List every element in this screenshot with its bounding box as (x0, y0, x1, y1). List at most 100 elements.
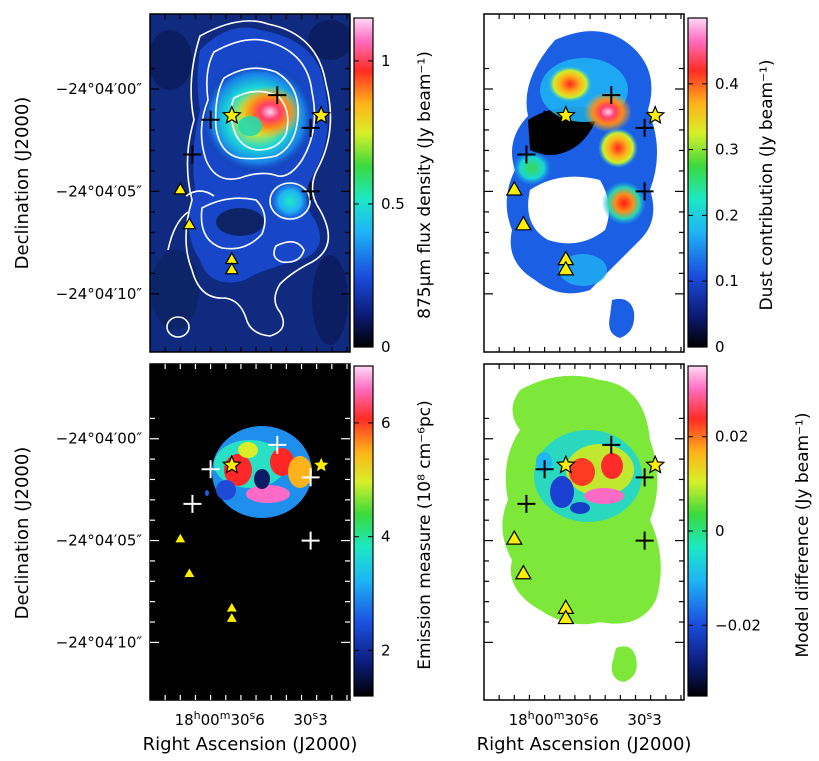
colorbar-a-ticks: 00.51 (354, 52, 405, 356)
colorbar-tick-label: 0.5 (381, 195, 405, 213)
triangle-marker (505, 529, 523, 545)
panel-c-markers (173, 435, 332, 624)
triangle-marker (505, 180, 523, 196)
colorbar-b-scale (687, 17, 708, 348)
dec-tick-label: −24°04′00″ (56, 430, 143, 448)
ra-axis-title-right: Right Ascension (J2000) (477, 734, 692, 755)
colorbar-tick-label: 6 (381, 414, 391, 432)
dec-tick-label: −24°04′05″ (56, 182, 143, 200)
colorbar-d-ticks: −0.02 0 0.02 (688, 428, 761, 634)
dec-tick-labels: −24°04′00″ −24°04′05″ −24°04′10″ −24°04′00″… (56, 80, 143, 651)
panel-b-image (484, 14, 684, 352)
colorbar-tick-label: 0 (381, 338, 391, 356)
colorbar-b-ticks: 0 0.1 0.2 0.3 0.4 (688, 75, 739, 356)
panel-d-image (484, 364, 684, 700)
star-marker (555, 454, 576, 474)
star-marker (311, 454, 332, 474)
cross-marker (635, 182, 654, 201)
colorbar-tick-label: 4 (381, 528, 391, 546)
cross-marker (301, 182, 320, 201)
star-marker (221, 105, 242, 125)
panel-d: −0.02 0 0.02 Model difference (Jy beam⁻¹) (483, 363, 813, 701)
ra-tick-label: 30s3 (627, 709, 661, 730)
cross-marker (201, 110, 220, 129)
cross-marker (268, 435, 287, 454)
cross-marker (301, 118, 320, 137)
ra-axis-title-left: Right Ascension (J2000) (143, 734, 358, 755)
panel-d-frame (483, 363, 685, 701)
panel-a-colorbar: 00.51 (353, 17, 405, 356)
colorbar-a-scale (353, 17, 374, 348)
colorbar-b-label: Dust contribution (Jy beam⁻¹) (757, 60, 777, 311)
triangle-marker (224, 262, 239, 275)
cross-marker (517, 494, 536, 513)
triangle-marker (182, 565, 197, 579)
cross-marker (201, 460, 220, 479)
colorbar-tick-label: 0.3 (715, 141, 739, 159)
panel-b: 0 0.1 0.2 0.3 0.4 Dust contribution (Jy beam… (483, 13, 777, 356)
cross-marker (268, 86, 287, 105)
cross-marker (635, 531, 654, 550)
panel-d-markers (505, 435, 666, 625)
triangle-marker (557, 260, 575, 276)
colorbar-tick-label: 1 (381, 52, 391, 70)
triangle-marker (173, 531, 188, 544)
panel-a-ticks (150, 14, 350, 352)
ra-tick-label: 30s3 (293, 709, 327, 730)
panel-b-markers (505, 86, 666, 276)
triangle-marker (557, 609, 575, 625)
triangle-marker (514, 215, 532, 231)
dec-tick-label: −24°04′05″ (56, 532, 143, 550)
dec-axis-title-top: Declination (J2000) (12, 97, 33, 270)
cross-marker (602, 86, 621, 105)
colorbar-tick-label: −0.02 (715, 616, 761, 634)
triangle-marker (173, 182, 188, 195)
cross-marker (635, 468, 654, 487)
colorbar-c-ticks: 2 4 6 (354, 414, 391, 659)
panel-b-frame (483, 13, 685, 353)
colorbar-tick-label: 0 (715, 338, 725, 356)
dec-axis-title-bottom: Declination (J2000) (12, 447, 33, 620)
star-marker (221, 454, 242, 474)
triangle-marker (182, 216, 197, 230)
panel-a-markers (173, 86, 332, 275)
panel-c: 2 4 6 Emission measure (10⁸ cm⁻⁶pc) (149, 363, 435, 701)
cross-marker (183, 494, 202, 513)
cross-marker (301, 468, 320, 487)
dec-tick-label: −24°04′10″ (56, 285, 143, 303)
triangle-marker (514, 564, 532, 580)
panel-a: 00.51 875μm flux density (Jy beam⁻¹) (149, 13, 435, 356)
panel-b-colorbar: 0 0.1 0.2 0.3 0.4 (687, 17, 739, 356)
colorbar-c-scale (353, 365, 374, 697)
dec-tick-label: −24°04′00″ (56, 80, 143, 98)
ra-tick-label: 18h00m30s6 (509, 709, 599, 730)
colorbar-c-label: Emission measure (10⁸ cm⁻⁶pc) (415, 400, 435, 670)
cross-marker (535, 460, 554, 479)
cross-marker (635, 118, 654, 137)
star-marker (311, 105, 332, 125)
panel-c-ticks (150, 364, 350, 700)
star-marker (645, 105, 666, 125)
panel-b-ticks (484, 14, 684, 352)
star-marker (555, 105, 576, 125)
cross-marker (535, 110, 554, 129)
cross-marker (602, 435, 621, 454)
triangle-marker (224, 610, 239, 624)
panel-a-frame (149, 13, 351, 353)
star-marker (645, 454, 666, 474)
panel-c-image (150, 364, 350, 700)
colorbar-d-label: Model difference (Jy beam⁻¹) (793, 413, 813, 658)
colorbar-tick-label: 0.2 (715, 206, 739, 224)
panel-c-colorbar: 2 4 6 (353, 365, 391, 697)
colorbar-tick-label: 0.1 (715, 272, 739, 290)
cross-marker (183, 145, 202, 164)
colorbar-a-label: 875μm flux density (Jy beam⁻¹) (415, 51, 435, 319)
panel-d-colorbar: −0.02 0 0.02 (687, 365, 761, 697)
panel-c-frame (149, 363, 351, 701)
colorbar-tick-label: 0.02 (715, 428, 748, 446)
cross-marker (517, 145, 536, 164)
cross-marker (301, 531, 320, 550)
ra-tick-label: 18h00m30s6 (175, 709, 265, 730)
dec-tick-label: −24°04′10″ (56, 633, 143, 651)
